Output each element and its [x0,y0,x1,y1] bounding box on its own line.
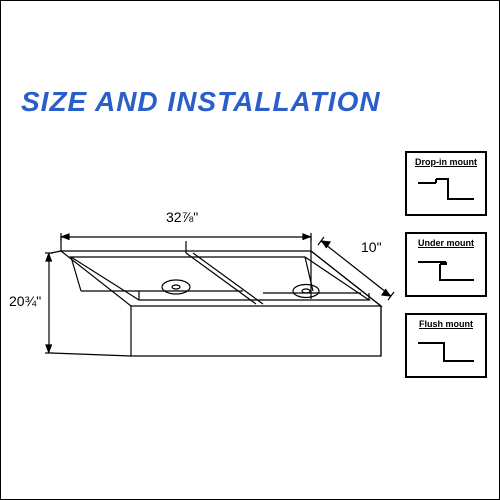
dim-width-label: 32⅞" [166,209,198,225]
mount-under-label: Under mount [411,238,481,248]
dim-height-label: 20¾" [9,293,49,309]
sink-diagram: 32⅞" 10" 20¾" [21,141,401,401]
flush-mount-icon [416,331,476,365]
mount-under: Under mount [405,232,487,297]
drop-in-icon [416,169,476,203]
page-title: SIZE AND INSTALLATION [21,86,381,118]
under-mount-icon [416,250,476,284]
mount-drop-in-label: Drop-in mount [411,157,481,167]
sink-svg [21,141,401,401]
mount-options: Drop-in mount Under mount Flush mount [405,151,487,378]
dim-depth-label: 10" [361,239,382,255]
mount-drop-in: Drop-in mount [405,151,487,216]
mount-flush: Flush mount [405,313,487,378]
mount-flush-label: Flush mount [411,319,481,329]
